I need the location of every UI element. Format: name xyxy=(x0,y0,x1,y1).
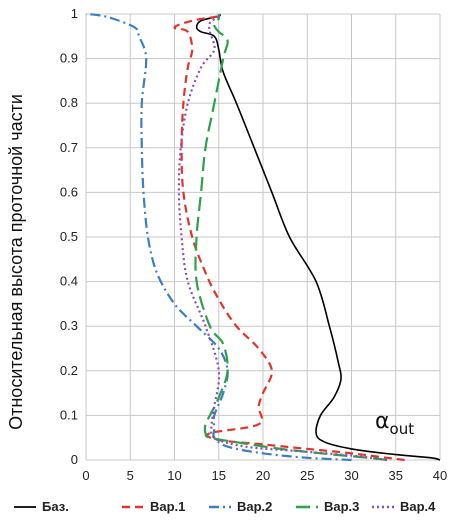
x-tick-label: 40 xyxy=(433,468,447,483)
alpha-out-annotation: αout xyxy=(375,409,414,438)
x-tick-label: 0 xyxy=(82,468,89,483)
series-lines xyxy=(85,12,441,462)
series-line-5 xyxy=(177,13,388,462)
grid xyxy=(85,13,441,461)
x-tick-label: 15 xyxy=(212,468,226,483)
annotation-symbol: α xyxy=(375,409,390,434)
y-tick-label: 0.2 xyxy=(60,363,78,378)
y-tick-labels: 0 0.1 0.2 0.3 0.4 0.5 0.6 0.7 0.8 0.9 1 xyxy=(60,6,78,467)
x-tick-label: 5 xyxy=(127,468,134,483)
x-tick-labels: 0 5 10 15 20 25 30 35 40 xyxy=(82,468,447,483)
legend-label-3: Вар.2 xyxy=(237,499,272,514)
series-line-2 xyxy=(173,12,405,462)
series-line-1 xyxy=(195,13,441,461)
y-tick-label: 1 xyxy=(71,6,78,21)
y-tick-label: 0.6 xyxy=(60,184,78,199)
y-tick-label: 0.9 xyxy=(60,51,78,66)
y-tick-label: 0.3 xyxy=(60,318,78,333)
legend-label-4: Вар.3 xyxy=(324,499,359,514)
y-axis-label: Относительная высота проточной части xyxy=(6,94,26,430)
legend-label-1: Баз. xyxy=(42,499,69,514)
y-tick-label: 0.1 xyxy=(60,407,78,422)
annotation-subscript: out xyxy=(390,420,415,438)
legend-label-2: Вар.1 xyxy=(150,499,185,514)
y-tick-label: 0.4 xyxy=(60,274,78,289)
legend-label-5: Вар.4 xyxy=(400,499,436,514)
y-tick-label: 0.5 xyxy=(60,229,78,244)
y-tick-label: 0.7 xyxy=(60,140,78,155)
x-tick-label: 10 xyxy=(167,468,181,483)
x-tick-label: 30 xyxy=(344,468,358,483)
x-tick-label: 35 xyxy=(389,468,403,483)
series-line-4 xyxy=(194,13,388,462)
y-tick-label: 0 xyxy=(71,452,78,467)
x-tick-label: 20 xyxy=(256,468,270,483)
legend: Баз. Вар.1 Вар.2 Вар.3 Вар.4 xyxy=(14,499,436,514)
x-tick-label: 25 xyxy=(300,468,314,483)
y-tick-label: 0.8 xyxy=(60,95,78,110)
